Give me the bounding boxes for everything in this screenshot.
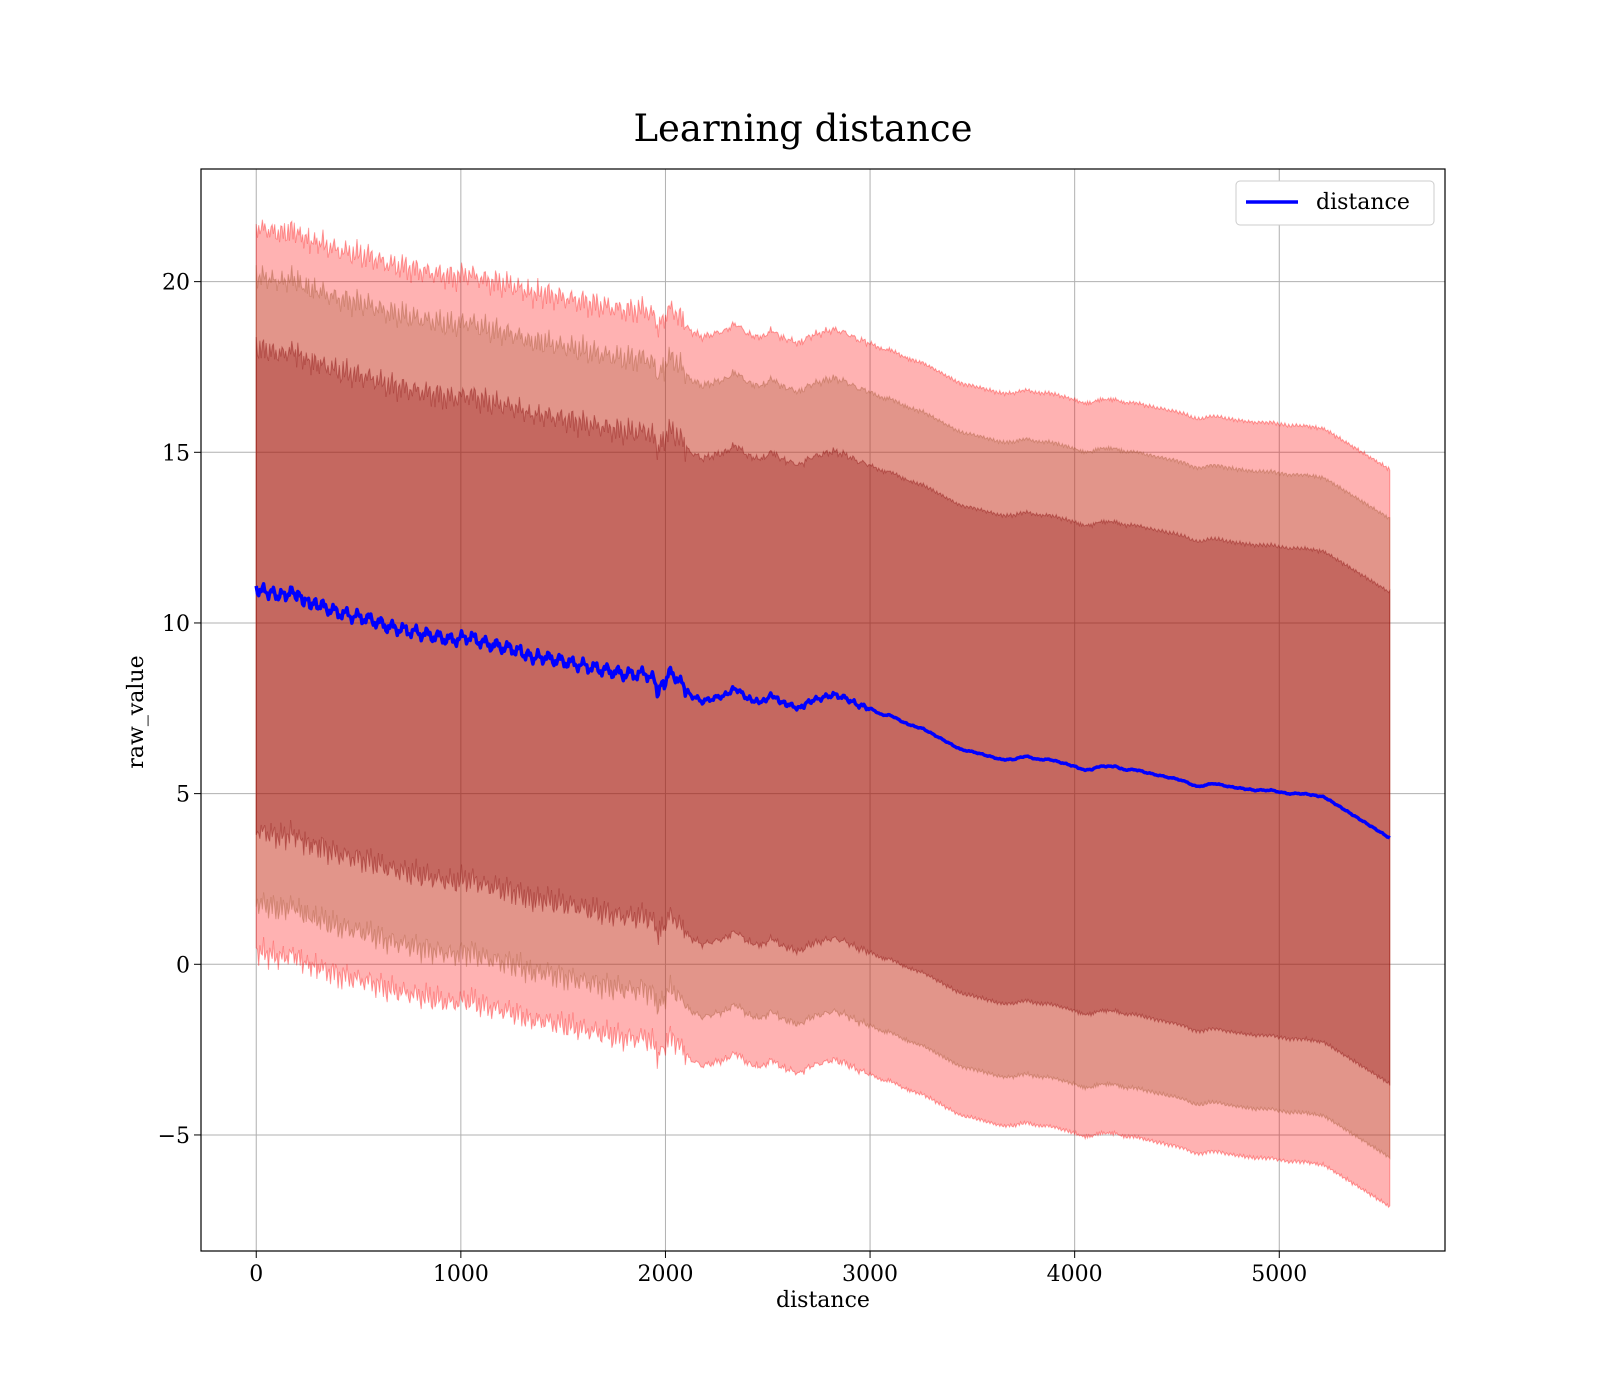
x-tick-label: 1000 <box>433 1262 489 1287</box>
x-tick-label: 3000 <box>842 1262 898 1287</box>
x-tick-label: 2000 <box>637 1262 693 1287</box>
series-line <box>254 582 1391 840</box>
band-middle <box>255 265 1391 1160</box>
y-axis-label: raw_value <box>124 655 149 768</box>
chart-title: Learning distance <box>633 107 972 150</box>
x-tick-label: 4000 <box>1047 1262 1103 1287</box>
x-axis-label: distance <box>776 1288 870 1313</box>
y-tick-label: 20 <box>162 271 190 296</box>
x-tick-label: 0 <box>249 1262 263 1287</box>
x-tick-label: 5000 <box>1251 1262 1307 1287</box>
y-tick-label: 15 <box>162 441 190 466</box>
legend: distance <box>1235 180 1435 226</box>
y-tick-label: 10 <box>162 612 190 637</box>
x-ticks: 0 1000 2000 3000 4000 5000 <box>249 1251 1307 1287</box>
y-tick-label: 5 <box>176 783 190 808</box>
line-distance <box>254 582 1391 840</box>
bands <box>255 219 1391 1209</box>
band-inner <box>255 336 1391 1086</box>
y-ticks: −5 0 5 10 15 20 <box>158 271 201 1149</box>
legend-label-distance: distance <box>1316 190 1410 215</box>
y-tick-label: 0 <box>176 953 190 978</box>
y-tick-label: −5 <box>158 1124 190 1149</box>
plot-frame <box>200 168 1446 1252</box>
band-outer <box>255 219 1391 1209</box>
legend-box <box>1235 180 1435 226</box>
grid <box>201 169 1445 1251</box>
